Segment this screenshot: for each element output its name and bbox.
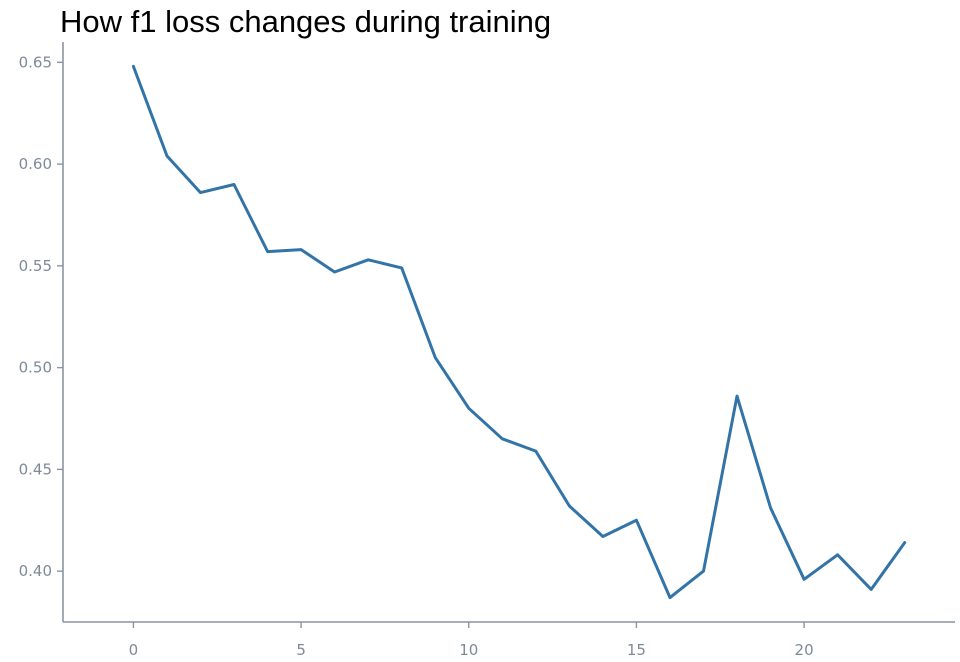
x-tick-label: 5 — [296, 641, 306, 659]
y-tick-label: 0.65 — [19, 53, 52, 71]
data-point — [735, 394, 739, 398]
data-point — [333, 270, 336, 274]
data-point — [366, 258, 370, 261]
axes — [62, 42, 955, 623]
data-point — [467, 407, 470, 410]
data-point — [199, 191, 202, 194]
chart-title: How f1 loss changes during training — [60, 4, 552, 39]
data-point — [869, 588, 873, 591]
x-tick-label: 0 — [129, 641, 139, 659]
y-tick-label: 0.60 — [19, 155, 52, 173]
data-point — [802, 578, 806, 581]
data-point — [668, 596, 672, 599]
data-point — [400, 266, 403, 270]
data-point — [434, 356, 437, 359]
data-point — [165, 154, 169, 158]
data-point — [635, 519, 638, 522]
data-point — [702, 569, 705, 573]
data-point — [769, 506, 772, 510]
x-axis-ticks: 0 5 10 15 20 — [129, 622, 814, 659]
y-axis-ticks: 0.40 0.45 0.50 0.55 0.60 0.65 — [19, 53, 63, 580]
data-point — [601, 535, 605, 538]
y-tick-label: 0.45 — [19, 460, 52, 478]
x-tick-label: 20 — [795, 641, 814, 659]
data-point — [568, 504, 571, 508]
y-tick-label: 0.50 — [19, 359, 52, 377]
x-tick-label: 15 — [627, 641, 646, 659]
data-point — [501, 437, 504, 441]
x-tick-label: 10 — [459, 641, 478, 659]
y-tick-label: 0.40 — [19, 562, 52, 580]
data-point — [836, 553, 839, 557]
data-point — [299, 248, 303, 251]
series-line — [131, 64, 907, 600]
data-point — [232, 183, 236, 186]
data-point — [266, 250, 269, 253]
data-point — [903, 541, 906, 544]
data-point — [534, 449, 538, 453]
y-tick-label: 0.55 — [19, 257, 52, 275]
data-point — [132, 65, 135, 68]
series-group — [131, 64, 907, 600]
